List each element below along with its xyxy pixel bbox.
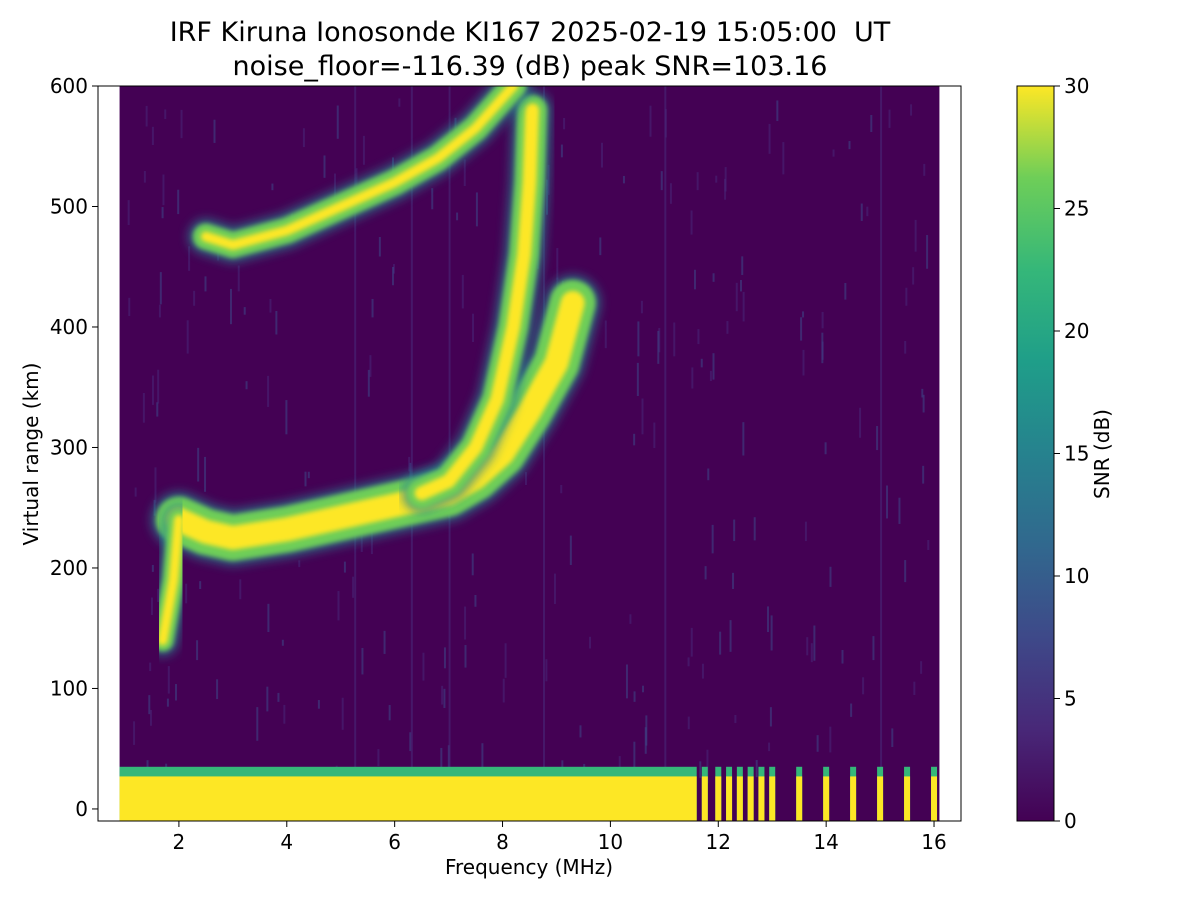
colorbar-tick-label: 15 [1064,442,1089,466]
discrete-channel [758,776,765,821]
discrete-channel [823,776,830,821]
colorbar-tick-label: 30 [1064,74,1089,98]
y-tick-label: 100 [50,676,88,700]
colorbar-label: SNR (dB) [1090,409,1114,499]
echo-trace [401,90,553,514]
colorbar-tick-label: 25 [1064,197,1089,221]
x-tick-label: 14 [813,830,838,854]
y-tick-label: 400 [50,315,88,339]
discrete-channel [931,776,938,821]
y-tick-label: 600 [50,74,88,98]
x-axis: 2 4 6 8 10 12 14 16 [173,821,947,854]
x-tick-label: 4 [280,830,293,854]
discrete-channel [726,776,733,821]
colorbar-tick-label: 5 [1064,687,1077,711]
colorbar: 0 5 10 15 20 25 30 SNR (dB) [1016,74,1114,833]
x-tick-label: 16 [921,830,946,854]
y-tick-label: 300 [50,435,88,459]
y-axis-label: Virtual range (km) [19,363,43,546]
discrete-channel [715,776,722,821]
ground-echo-band [119,766,938,821]
chart-subtitle: noise_floor=-116.39 (dB) peak SNR=103.16 [232,51,828,82]
colorbar-tick-label: 10 [1064,564,1089,588]
discrete-channel [877,776,884,821]
chart-title: IRF Kiruna Ionosonde KI167 2025-02-19 15… [169,17,891,48]
discrete-channel [904,776,911,821]
y-axis: 0 100 200 300 400 500 600 [50,74,98,821]
discrete-channel [747,776,754,821]
discrete-channel [769,776,776,821]
x-tick-label: 2 [173,830,186,854]
discrete-channel [850,776,857,821]
x-tick-label: 8 [496,830,509,854]
discrete-channel [796,776,803,821]
colorbar-tick-label: 0 [1064,809,1077,833]
colorbar-tick-label: 20 [1064,319,1089,343]
discrete-channel [736,776,743,821]
y-tick-label: 200 [50,556,88,580]
x-tick-label: 12 [706,830,731,854]
discrete-channel [701,776,708,821]
y-tick-label: 0 [75,797,88,821]
heatmap-plot-area [97,85,962,822]
x-axis-label: Frequency (MHz) [445,855,613,879]
x-tick-label: 10 [598,830,623,854]
echo-trace [146,503,195,657]
y-tick-label: 500 [50,194,88,218]
echo-trace [187,86,532,263]
x-tick-label: 6 [388,830,401,854]
